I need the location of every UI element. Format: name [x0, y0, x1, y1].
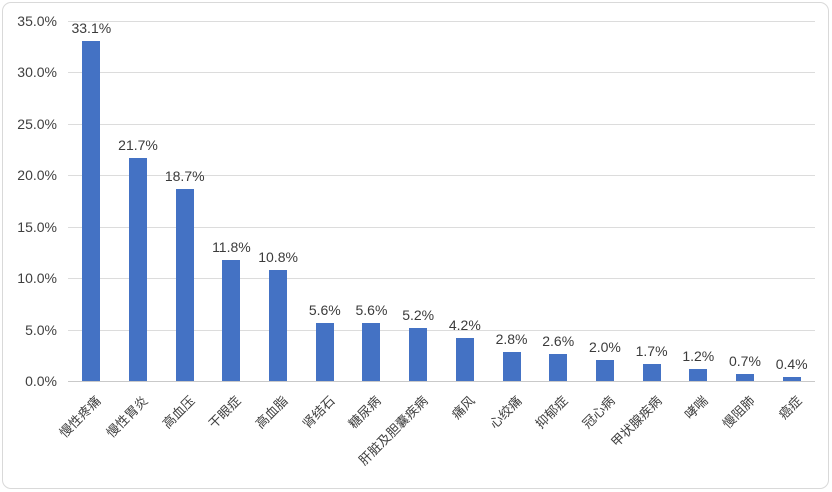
y-tick-label: 35.0%: [17, 13, 57, 29]
bar: [735, 373, 754, 381]
x-axis-label: 癌症: [775, 393, 805, 423]
bar: [315, 323, 334, 381]
bar-value-label: 1.2%: [682, 347, 715, 364]
bar-value-label: 4.2%: [448, 316, 481, 333]
category-column: 1.2% 哮喘: [675, 21, 722, 422]
x-axis-label: 哮喘: [682, 393, 712, 423]
category-column: 21.7% 慢性胃炎: [103, 21, 162, 441]
bar: [549, 354, 568, 381]
category-column: 2.6% 抑郁症: [533, 21, 582, 431]
bar-value-label: 5.6%: [355, 302, 388, 319]
bar-value-label: 0.7%: [729, 352, 761, 369]
category-column: 11.8% 干眼症: [206, 21, 255, 432]
bar-value-label: 10.8%: [258, 248, 298, 265]
x-axis-label: 痛风: [448, 393, 478, 423]
gridline: [68, 175, 815, 177]
bar-value-label: 18.7%: [164, 167, 205, 184]
bar-value-label: 5.2%: [402, 306, 435, 323]
x-axis-line: [68, 381, 815, 382]
gridline: [68, 123, 815, 125]
x-axis-label: 抑郁症: [532, 393, 571, 432]
gridline: [68, 329, 815, 331]
category-column: 5.6% 肾结石: [299, 21, 348, 431]
bar-value-label: 0.4%: [775, 355, 808, 372]
bar: [175, 188, 194, 381]
gridline: [68, 21, 815, 22]
bar: [269, 269, 288, 381]
gridline: [68, 278, 815, 280]
category-column: 2.8% 心绞痛: [486, 21, 535, 431]
x-axis-label: 心绞痛: [486, 393, 525, 432]
bar: [129, 157, 148, 381]
x-axis-label: 肾结石: [299, 393, 338, 432]
bar-value-label: 1.7%: [635, 342, 668, 359]
bar-value-label: 21.7%: [118, 136, 158, 153]
bar: [689, 368, 708, 381]
x-axis-label: 慢性胃炎: [103, 393, 151, 441]
category-column: 10.8% 高血脂: [253, 21, 302, 431]
bar: [502, 352, 521, 381]
category-column: 5.6% 糖尿病: [346, 21, 395, 431]
bar-value-label: 2.0%: [588, 339, 621, 356]
category-column: 1.7% 甲状腺疾病: [608, 21, 675, 450]
plot-area: 33.1% 慢性疼痛 21.7% 慢性胃炎 18.7% 高血压 11.8% 干眼症 10.8% 高…: [57, 20, 815, 469]
bar-value-label: 5.6%: [308, 302, 341, 319]
x-axis-label: 慢阻肺: [719, 393, 758, 432]
category-column: 5.2% 肝脏及胆囊疾病: [356, 21, 442, 469]
y-tick-label: 20.0%: [17, 167, 57, 184]
bar: [595, 360, 614, 381]
y-tick-label: 25.0%: [17, 115, 57, 132]
x-axis-label: 慢性疼痛: [56, 393, 105, 441]
y-tick-label: 30.0%: [17, 64, 57, 81]
bar-value-label: 2.8%: [495, 331, 528, 348]
bar: [782, 376, 801, 381]
bar-value-label: 2.6%: [542, 333, 575, 350]
bar: [362, 323, 381, 381]
x-axis-label: 冠心病: [579, 393, 618, 432]
y-tick-label: 15.0%: [17, 218, 57, 235]
y-axis: 0.0% 5.0% 10.0% 15.0% 20.0% 25.0% 30.0% 35.0%: [3, 14, 61, 388]
bar-value-label: 33.1%: [71, 19, 112, 36]
category-column: 0.4% 癌症: [768, 21, 815, 422]
bar: [409, 327, 428, 381]
y-tick-label: 10.0%: [17, 270, 57, 287]
gridline: [68, 72, 815, 74]
bar: [222, 259, 241, 381]
bar: [455, 337, 474, 381]
category-column: 2.0% 冠心病: [579, 21, 629, 431]
category-column: 0.7% 慢阻肺: [720, 21, 769, 432]
x-axis-label: 干眼症: [205, 393, 245, 432]
bar-value-label: 11.8%: [212, 238, 251, 255]
x-axis-label: 高血压: [159, 393, 198, 432]
x-axis-label: 糖尿病: [346, 393, 385, 432]
gridline: [68, 226, 815, 228]
category-column: 33.1% 慢性疼痛: [57, 20, 115, 441]
y-tick-label: 0.0%: [25, 373, 57, 389]
bar: [82, 40, 101, 381]
bar: [642, 363, 661, 381]
category-column: 18.7% 高血压: [159, 21, 208, 432]
category-column: 4.2% 痛风: [442, 21, 489, 422]
x-axis-label: 高血脂: [252, 393, 291, 432]
y-tick-label: 5.0%: [25, 321, 57, 338]
